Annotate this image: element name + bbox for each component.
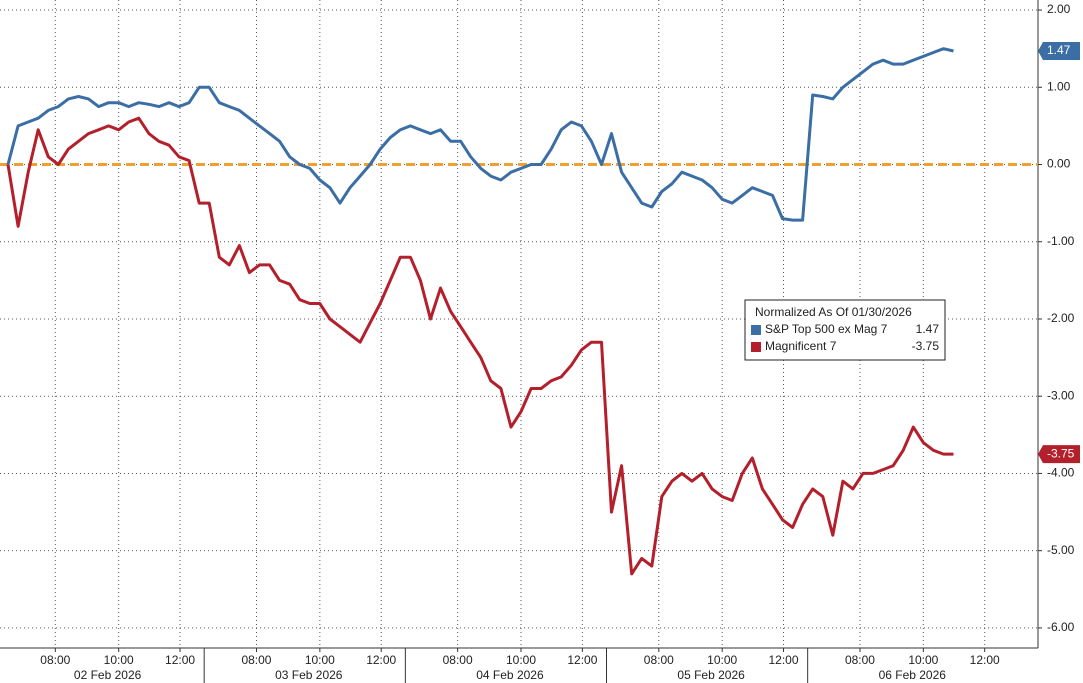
x-tick-label: 12:00	[769, 653, 799, 667]
y-tick-label: -1.00	[1047, 234, 1075, 248]
value-tag	[1038, 41, 1080, 60]
day-label: 04 Feb 2026	[476, 668, 544, 682]
legend-label: S&P Top 500 ex Mag 7	[765, 322, 888, 336]
x-tick-label: 08:00	[644, 653, 674, 667]
day-label: 03 Feb 2026	[275, 668, 343, 682]
y-tick-label: 2.00	[1047, 2, 1071, 16]
series-line	[6, 47, 954, 222]
legend-value: 1.47	[916, 322, 940, 336]
value-tag	[1038, 445, 1080, 464]
x-tick-label: 10:00	[908, 653, 938, 667]
y-tick-label: 1.00	[1047, 79, 1071, 93]
x-tick-label: 10:00	[104, 653, 134, 667]
legend-label: Magnificent 7	[765, 339, 837, 353]
value-tag-label: 1.47	[1047, 43, 1071, 57]
legend-swatch	[751, 342, 761, 352]
y-tick-label: -5.00	[1047, 543, 1075, 557]
legend-swatch	[751, 325, 761, 335]
day-label: 05 Feb 2026	[677, 668, 745, 682]
y-tick-label: -2.00	[1047, 311, 1075, 325]
y-tick-label: -4.00	[1047, 466, 1075, 480]
x-tick-label: 08:00	[443, 653, 473, 667]
x-tick-label: 08:00	[241, 653, 271, 667]
x-tick-label: 10:00	[707, 653, 737, 667]
y-tick-label: -3.00	[1047, 388, 1075, 402]
legend-title: Normalized As Of 01/30/2026	[755, 305, 912, 319]
x-tick-label: 08:00	[40, 653, 70, 667]
x-tick-label: 12:00	[970, 653, 1000, 667]
x-tick-label: 10:00	[506, 653, 536, 667]
x-tick-label: 12:00	[567, 653, 597, 667]
day-label: 02 Feb 2026	[74, 668, 142, 682]
day-label: 06 Feb 2026	[879, 668, 947, 682]
series-line	[6, 116, 954, 576]
y-tick-label: 0.00	[1047, 157, 1071, 171]
x-tick-label: 10:00	[305, 653, 335, 667]
y-tick-label: -6.00	[1047, 620, 1075, 634]
legend-value: -3.75	[912, 339, 940, 353]
legend-box	[744, 299, 946, 361]
x-tick-label: 08:00	[845, 653, 875, 667]
x-tick-label: 12:00	[165, 653, 195, 667]
x-tick-label: 12:00	[366, 653, 396, 667]
value-tag-label: -3.75	[1047, 446, 1075, 460]
